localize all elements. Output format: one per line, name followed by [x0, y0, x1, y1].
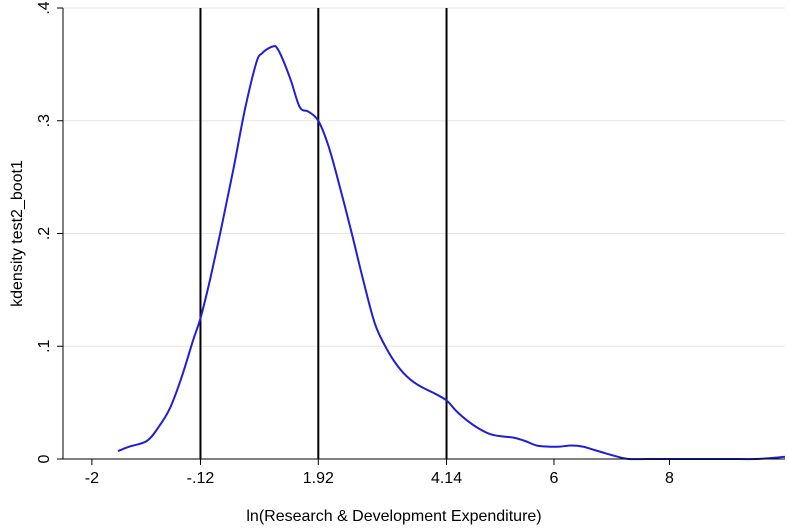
y-tick-label-3: .3: [36, 114, 53, 127]
x-ticks: -2 -.12 1.92 4.14 6 8: [85, 459, 674, 487]
y-ticks: 0 .1 .2 .3 .4: [36, 1, 63, 463]
x-tick-label-4: 6: [550, 470, 559, 487]
density-curve: [117, 45, 786, 461]
y-tick-label-0: 0: [36, 454, 53, 463]
y-tick-label-4: .4: [36, 1, 53, 14]
y-axis-title: kdensity test2_boot1: [9, 160, 26, 307]
x-tick-label-3: 4.14: [431, 470, 462, 487]
reference-lines: [199, 8, 448, 459]
y-tick-label-1: .1: [36, 339, 53, 352]
y-tick-label-2: .2: [36, 227, 53, 240]
x-tick-label-0: -2: [85, 470, 99, 487]
x-tick-label-1: -.12: [187, 470, 215, 487]
x-tick-label-2: 1.92: [303, 470, 334, 487]
x-axis-title: ln(Research & Development Expenditure): [246, 508, 541, 525]
x-tick-label-5: 8: [665, 470, 674, 487]
grid-lines: [63, 7, 785, 347]
